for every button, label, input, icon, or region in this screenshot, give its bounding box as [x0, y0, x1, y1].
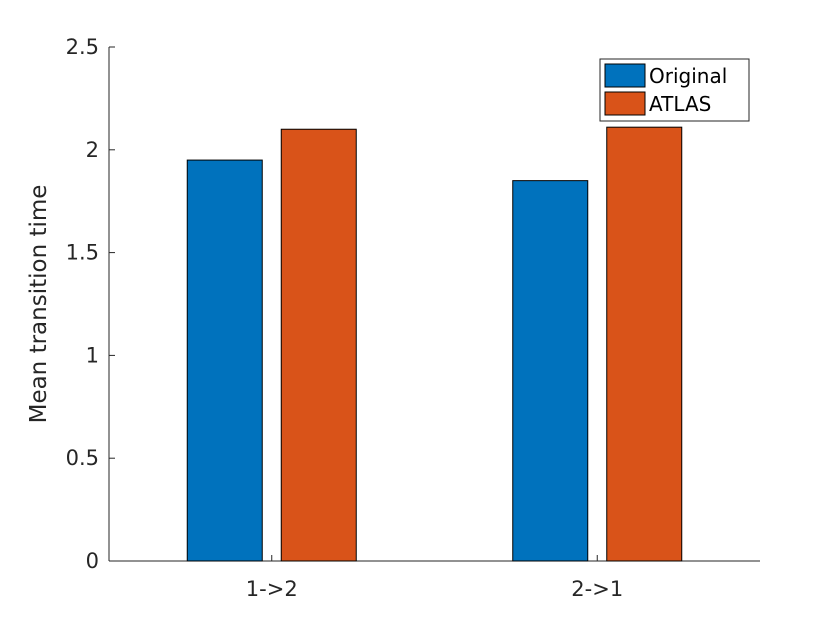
bar-atlas-2 — [606, 126, 683, 562]
y-tick-label: 1 — [86, 343, 99, 367]
legend-swatch-original — [604, 63, 646, 88]
legend-label-atlas: ATLAS — [649, 92, 711, 116]
legend-label-original: Original — [649, 64, 727, 88]
x-tick-label: 2->1 — [571, 577, 623, 601]
y-tick-label: 0.5 — [66, 446, 99, 470]
x-tick-label: 1->2 — [246, 577, 298, 601]
y-axis: 0 0.5 1 1.5 2 2.5 — [66, 35, 115, 573]
bar-original-1 — [186, 159, 263, 562]
bar-atlas-1 — [280, 128, 357, 562]
legend: Original ATLAS — [599, 58, 750, 122]
y-tick-label: 2 — [86, 138, 99, 162]
y-axis-title: Mean transition time — [26, 185, 52, 424]
y-tick-label: 2.5 — [66, 35, 99, 59]
x-axis: 1->2 2->1 — [246, 555, 623, 601]
legend-swatch-atlas — [604, 91, 646, 116]
bar-original-2 — [512, 180, 589, 562]
y-tick-label: 1.5 — [66, 241, 99, 265]
bars — [186, 126, 683, 562]
y-tick-label: 0 — [86, 549, 99, 573]
